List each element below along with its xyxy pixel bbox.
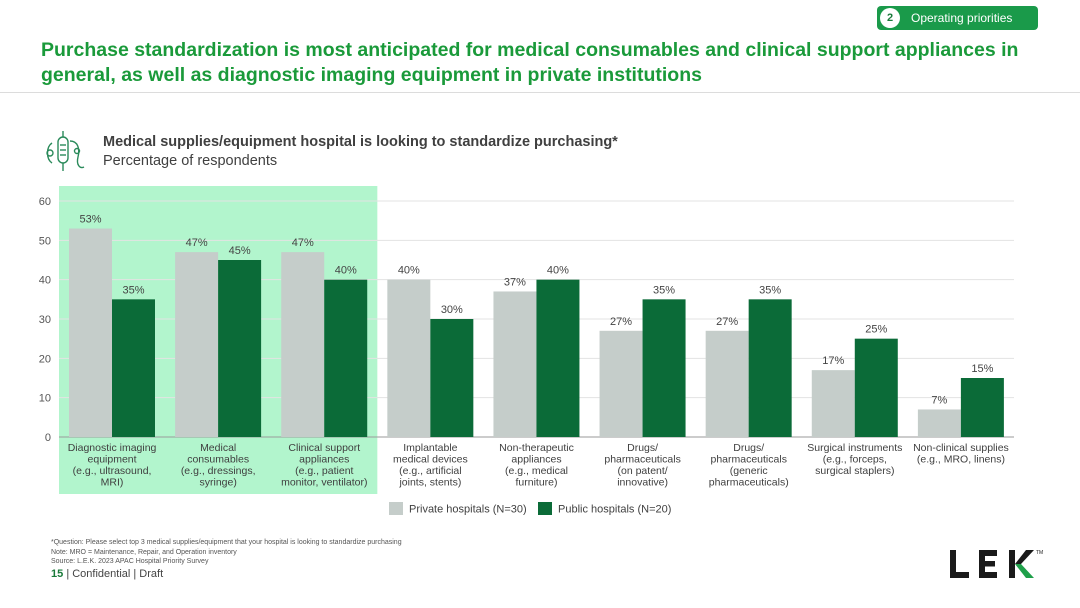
data-label-private: 37% <box>504 276 526 288</box>
y-tick-label: 20 <box>39 353 51 365</box>
legend-swatch-public <box>538 502 552 515</box>
bar-private <box>705 330 749 437</box>
bar-public <box>218 260 262 437</box>
data-label-public: 15% <box>971 363 993 375</box>
x-tick-label: Drugs/ <box>733 442 764 454</box>
data-label-private: 40% <box>398 265 420 277</box>
x-tick-label: medical devices <box>393 454 468 466</box>
y-tick-label: 0 <box>45 432 51 444</box>
confidential-label: | Confidential | Draft <box>66 568 164 580</box>
footnotes: *Question: Please select top 3 medical s… <box>51 538 402 567</box>
data-label-private: 27% <box>716 316 738 328</box>
title-divider <box>0 92 1080 93</box>
bar-private <box>811 370 855 437</box>
data-label-private: 7% <box>931 394 947 406</box>
x-tick-label: Drugs/ <box>627 442 658 454</box>
x-tick-label: Surgical instruments <box>807 442 902 454</box>
y-tick-label: 10 <box>39 393 51 405</box>
section-label: Operating priorities <box>911 11 1013 25</box>
footnote-question: *Question: Please select top 3 medical s… <box>51 539 402 546</box>
footnote-note: Note: MRO = Maintenance, Repair, and Ope… <box>51 548 237 556</box>
legend-label-public: Public hospitals (N=20) <box>558 504 671 516</box>
legend-swatch-private <box>389 502 403 515</box>
x-tick-label: (e.g., patient <box>295 465 353 477</box>
x-tick-label: Clinical support <box>288 442 360 454</box>
y-tick-label: 50 <box>39 235 51 247</box>
bar-public <box>642 299 686 437</box>
bar-public <box>960 378 1004 437</box>
page-footer: 15 | Confidential | Draft <box>51 568 163 580</box>
data-label-private: 47% <box>186 237 208 249</box>
logo-trademark: TM <box>1036 550 1043 556</box>
x-tick-label: joints, stents) <box>398 477 461 489</box>
chart-subtitle: Percentage of respondents <box>103 153 278 169</box>
x-tick-label: equipment <box>88 454 137 466</box>
bar-public <box>112 299 155 437</box>
data-label-public: 40% <box>335 265 357 277</box>
x-tick-label: consumables <box>187 454 249 466</box>
footnote-source: Source: L.E.K. 2023 APAC Hospital Priori… <box>51 558 209 565</box>
x-tick-label: (on patent/ <box>618 465 668 477</box>
page-title: Purchase standardization is most anticip… <box>41 39 1019 86</box>
x-tick-label: Non-therapeutic <box>499 442 574 454</box>
bar-chart: 0 10 20 30 40 50 60 53% 35% Diagnostic imagingequ… <box>39 186 1014 516</box>
x-tick-label: surgical staplers) <box>815 465 894 477</box>
data-label-public: 25% <box>865 324 887 336</box>
x-tick-label: (e.g., dressings, <box>181 465 256 477</box>
x-tick-label: (generic <box>730 465 768 477</box>
lek-logo: TM <box>950 550 1043 578</box>
bar-private <box>69 228 112 437</box>
x-tick-label: MRI) <box>101 477 124 489</box>
y-tick-label: 30 <box>39 314 51 326</box>
x-tick-label: Medical <box>200 442 236 454</box>
x-tick-label: (e.g., medical <box>505 465 568 477</box>
data-label-public: 30% <box>441 304 463 316</box>
x-tick-label: pharmaceuticals <box>604 454 680 466</box>
data-label-private: 47% <box>292 237 314 249</box>
x-tick-label: Non-clinical supplies <box>913 442 1009 454</box>
bar-private <box>387 279 431 437</box>
data-label-public: 35% <box>759 284 781 296</box>
bar-private <box>281 252 325 437</box>
x-tick-label: (e.g., MRO, linens) <box>917 454 1005 466</box>
y-tick-label: 60 <box>39 196 51 208</box>
page-number: 15 <box>51 568 64 580</box>
y-tick-label: 40 <box>39 275 51 287</box>
x-tick-label: pharmaceuticals <box>710 454 786 466</box>
x-tick-label: appliances <box>299 454 349 466</box>
x-tick-label: furniture) <box>515 477 557 489</box>
x-tick-label: Implantable <box>403 442 457 454</box>
bar-private <box>175 252 219 437</box>
x-tick-label: (e.g., ultrasound, <box>73 465 152 477</box>
x-tick-label: pharmaceuticals) <box>709 477 789 489</box>
x-tick-label: innovative) <box>617 477 668 489</box>
x-tick-label: Diagnostic imaging <box>68 442 157 454</box>
bar-private <box>599 330 643 437</box>
bar-public <box>854 338 898 437</box>
x-tick-label: monitor, ventilator) <box>281 477 367 489</box>
x-tick-label: (e.g., artificial <box>399 465 461 477</box>
section-number: 2 <box>880 8 900 28</box>
x-tick-label: (e.g., forceps, <box>823 454 887 466</box>
x-tick-label: appliances <box>511 454 561 466</box>
bar-public <box>324 279 368 437</box>
chart-title: Medical supplies/equipment hospital is l… <box>103 134 618 150</box>
data-label-public: 40% <box>547 265 569 277</box>
data-label-private: 27% <box>610 316 632 328</box>
data-label-private: 53% <box>79 214 101 226</box>
bar-private <box>493 291 537 437</box>
bar-private <box>917 409 961 437</box>
data-label-public: 35% <box>122 284 144 296</box>
x-tick-label: syringe) <box>199 477 236 489</box>
medical-devices-icon <box>46 131 85 171</box>
bar-public <box>748 299 792 437</box>
bar-public <box>430 319 474 437</box>
data-label-public: 35% <box>653 284 675 296</box>
section-badge: 2 Operating priorities <box>877 6 1038 30</box>
data-label-public: 45% <box>229 245 251 257</box>
bar-public <box>536 279 580 437</box>
data-label-private: 17% <box>822 355 844 367</box>
legend-label-private: Private hospitals (N=30) <box>409 504 527 516</box>
